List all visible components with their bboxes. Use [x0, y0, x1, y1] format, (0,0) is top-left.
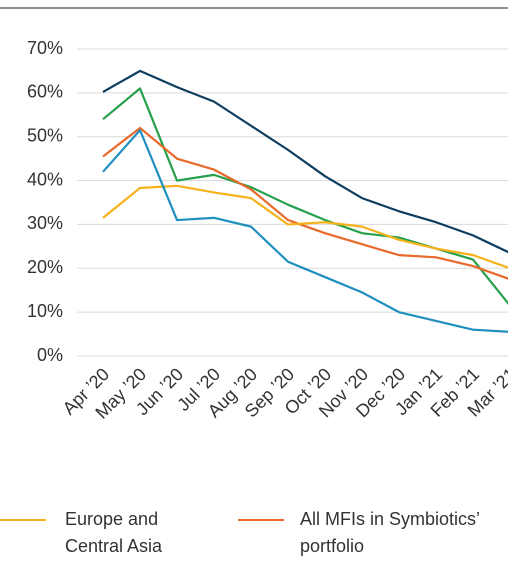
- y-tick-label: 20%: [27, 257, 63, 277]
- legend-label: All MFIs in Symbiotics’ portfolio: [300, 509, 480, 556]
- y-tick-label: 60%: [27, 82, 63, 102]
- legend-swatch: [238, 519, 284, 521]
- y-tick-label: 40%: [27, 169, 63, 189]
- y-tick-label: 50%: [27, 125, 63, 145]
- series-line: [102, 129, 508, 333]
- series-line: [102, 126, 508, 280]
- legend-swatch: [0, 519, 46, 521]
- legend-label: Europe and Central Asia: [65, 509, 163, 556]
- series-line: [102, 69, 508, 254]
- y-tick-label: 0%: [37, 345, 63, 365]
- y-tick-label: 10%: [27, 301, 63, 321]
- y-tick-label: 30%: [27, 213, 63, 233]
- series-line: [102, 184, 508, 269]
- y-tick-label: 70%: [27, 38, 63, 58]
- series-line: [102, 87, 508, 305]
